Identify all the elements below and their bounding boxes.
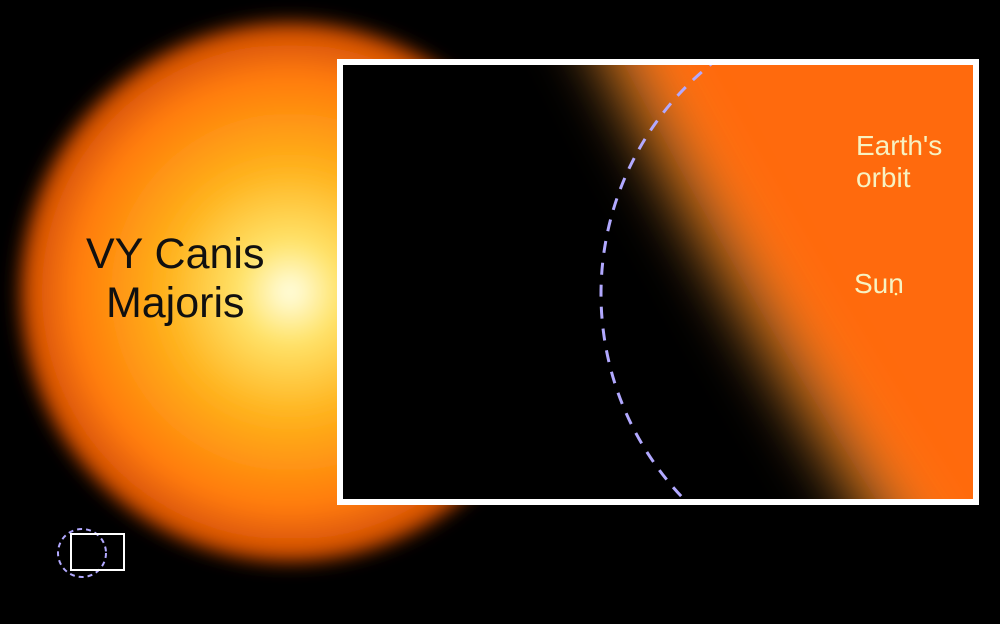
diagram-stage: VY Canis Majoris Sun Earth's orbit xyxy=(0,0,1000,624)
earth-orbit-label: Earth's orbit xyxy=(856,130,942,194)
main-star-label: VY Canis Majoris xyxy=(86,230,264,329)
sun-label: Sun xyxy=(854,268,904,300)
